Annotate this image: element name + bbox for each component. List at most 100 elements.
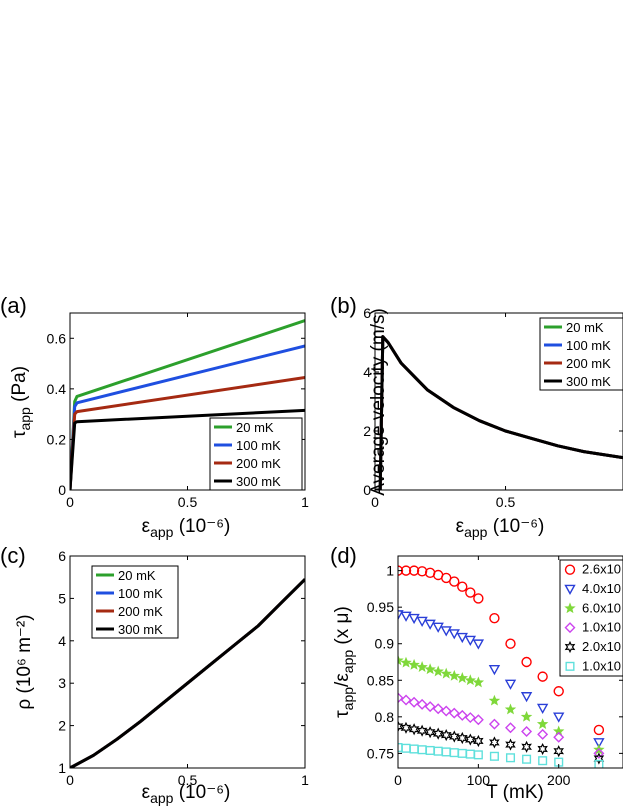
x-tick-label: 0.5 xyxy=(178,772,198,788)
data-point xyxy=(398,565,404,576)
axes-frame xyxy=(397,555,623,769)
data-point xyxy=(464,733,476,746)
data-point xyxy=(536,718,549,729)
data-point xyxy=(488,694,501,706)
data-point xyxy=(398,692,404,704)
y-axis-label: τapp (Pa) xyxy=(9,366,33,438)
series-line xyxy=(375,335,623,490)
x-tick-label: 1 xyxy=(301,494,309,510)
data-point xyxy=(536,703,549,714)
data-point xyxy=(448,629,460,640)
data-point xyxy=(537,742,548,756)
data-point xyxy=(537,728,549,740)
data-point xyxy=(521,656,532,668)
data-point xyxy=(521,725,533,737)
chart-panel-a: (a) 0 0.5 1 0 0.2 0.4 0.6 εapp (10⁻⁶) τapp (Pa) 20… xyxy=(0,293,309,540)
data-point xyxy=(433,746,443,756)
y-tick-label: 3 xyxy=(58,675,66,691)
x-tick-label: 0.5 xyxy=(496,494,516,510)
data-point xyxy=(440,729,452,742)
chart-panel-c: (c) 0 0.5 1 1 2 3 4 5 6 εapp (10⁻⁶) ρ (10⁶ m⁻²) 20 m… xyxy=(0,543,309,806)
data-point xyxy=(594,759,604,768)
data-point xyxy=(505,738,516,751)
legend-entry: 200 mK xyxy=(236,456,281,471)
data-point xyxy=(409,744,419,754)
data-point xyxy=(408,696,420,708)
legend-swatch xyxy=(565,661,575,671)
panel-label: (c) xyxy=(0,543,26,568)
legend-swatch xyxy=(564,564,576,575)
chart-panel-b: (b) 0 0.5 0 2 4 6 εapp (10⁻⁶) Average velocity (… xyxy=(330,293,623,540)
y-axis-label: ρ (10⁶ m⁻²) xyxy=(14,614,35,709)
legend-entry: 300 mK xyxy=(236,474,281,489)
data-point xyxy=(537,671,548,682)
data-point xyxy=(449,576,460,587)
data-point xyxy=(425,745,435,755)
data-point xyxy=(472,714,484,726)
data-point xyxy=(400,656,412,668)
data-point xyxy=(424,663,436,675)
data-point xyxy=(408,723,420,736)
y-axis-label: τapp/εapp (x μ) xyxy=(332,606,356,718)
plot-area xyxy=(398,565,605,768)
y-tick-label: 2 xyxy=(363,423,371,439)
data-point xyxy=(448,730,460,743)
data-point xyxy=(440,626,452,637)
data-point xyxy=(473,734,484,748)
plot-area xyxy=(70,319,305,490)
legend-entry: 1.0x10 xyxy=(582,620,621,635)
data-point xyxy=(520,692,533,703)
series-line xyxy=(70,578,305,768)
data-point xyxy=(472,676,485,688)
panel-label: (d) xyxy=(330,543,357,568)
data-point xyxy=(593,724,605,736)
data-point xyxy=(456,672,468,683)
data-point xyxy=(522,754,532,764)
x-tick-label: 0.5 xyxy=(178,494,198,510)
data-point xyxy=(398,654,404,666)
legend-entry: 200 mK xyxy=(566,356,611,371)
data-point xyxy=(553,686,564,697)
data-point xyxy=(553,725,565,737)
data-point xyxy=(488,718,500,730)
x-tick-label: 0 xyxy=(66,494,74,510)
data-point xyxy=(448,707,460,719)
data-point xyxy=(521,740,532,753)
data-point xyxy=(473,593,484,604)
data-point xyxy=(432,665,444,677)
data-point xyxy=(424,619,436,630)
data-point xyxy=(489,736,500,749)
data-point xyxy=(424,701,436,713)
legend-entry: 300 mK xyxy=(118,622,163,637)
legend-swatch xyxy=(564,640,576,654)
y-tick-label: 0.95 xyxy=(367,599,394,615)
x-axis-label: εapp (10⁻⁶) xyxy=(142,782,231,806)
data-point xyxy=(416,661,428,672)
data-point xyxy=(408,565,420,576)
legend-entry: 4.0x10 xyxy=(582,581,621,596)
data-point xyxy=(464,674,476,686)
y-tick-label: 6 xyxy=(363,305,371,321)
plot-area xyxy=(70,578,305,768)
series-line xyxy=(70,408,305,490)
data-point xyxy=(400,694,412,706)
data-point xyxy=(441,747,451,757)
data-point xyxy=(400,721,412,734)
data-point xyxy=(457,748,467,758)
y-tick-label: 0.6 xyxy=(47,330,67,346)
y-tick-label: 0.75 xyxy=(367,745,394,761)
legend: 20 mK 100 mK 200 mK 300 mK xyxy=(209,417,303,491)
legend-entry: 20 mK xyxy=(236,420,274,435)
data-point xyxy=(416,698,428,710)
plot-area xyxy=(375,335,623,490)
data-point xyxy=(520,710,533,722)
y-tick-label: 0 xyxy=(58,482,66,498)
legend-entry: 1.0x10 xyxy=(582,658,621,673)
data-point xyxy=(408,613,420,625)
legend-entry: 6.0x10 xyxy=(582,600,621,615)
data-point xyxy=(553,745,565,758)
legend-swatch xyxy=(564,584,576,595)
data-point xyxy=(553,731,565,743)
data-point xyxy=(593,752,605,765)
